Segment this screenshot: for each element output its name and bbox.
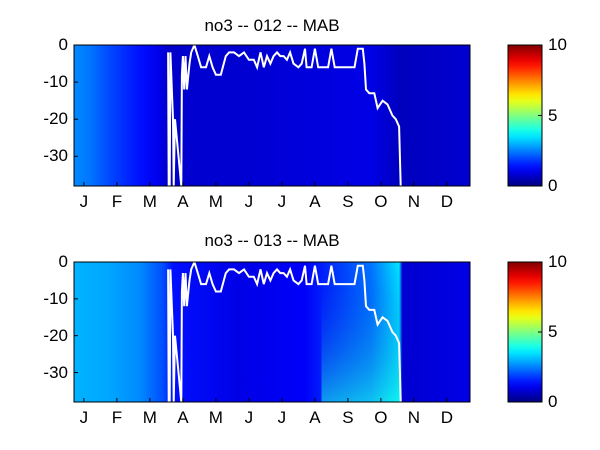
y-tick-label: -30 <box>43 362 68 382</box>
heatmap-field <box>74 45 470 186</box>
y-tick-label: 0 <box>58 252 68 271</box>
x-tick-label: A <box>177 408 189 427</box>
x-tick-label: J <box>244 192 254 211</box>
y-tick-label: 0 <box>58 35 68 54</box>
x-tick-label: M <box>208 192 223 211</box>
y-tick-label: -10 <box>43 72 68 92</box>
colorbar-tick-label: 0 <box>548 176 558 195</box>
x-tick-label: J <box>277 408 287 427</box>
x-tick-label: O <box>374 408 388 427</box>
colorbar <box>507 44 543 187</box>
mixed-layer-line <box>167 262 402 402</box>
panel-title: no3 -- 012 -- MAB <box>204 16 340 35</box>
colorbar <box>507 261 543 403</box>
x-tick-label: D <box>440 192 454 211</box>
x-tick-label: J <box>79 408 89 427</box>
axes-box <box>73 261 471 403</box>
x-tick-label: M <box>208 408 223 427</box>
colorbar-tick-label: 0 <box>548 392 558 411</box>
colorbar-tick-label: 5 <box>548 322 558 341</box>
x-tick-label: N <box>407 192 421 211</box>
deep-enrichment <box>321 262 401 402</box>
x-tick-label: A <box>177 192 189 211</box>
mixed-layer-line <box>167 45 402 186</box>
heatmap-field <box>74 262 470 402</box>
x-tick-label: J <box>244 408 254 427</box>
x-tick-label: J <box>79 192 89 211</box>
colorbar-tick-label: 5 <box>548 105 558 125</box>
panel-2 <box>73 261 543 403</box>
y-tick-label: -30 <box>43 146 68 166</box>
panel-title: no3 -- 013 -- MAB <box>204 231 340 250</box>
panel-1 <box>73 44 543 187</box>
x-tick-label: F <box>111 408 123 427</box>
x-tick-label: O <box>374 192 388 211</box>
x-tick-label: N <box>407 408 421 427</box>
y-tick-label: -20 <box>43 325 68 345</box>
x-tick-label: J <box>277 192 287 211</box>
x-tick-label: M <box>142 408 157 427</box>
colorbar-tick-label: 10 <box>548 252 567 271</box>
x-tick-label: D <box>440 408 454 427</box>
x-tick-label: S <box>342 192 354 211</box>
colorbar-tick-label: 10 <box>548 35 567 54</box>
x-tick-label: A <box>309 192 321 211</box>
x-tick-label: S <box>342 408 354 427</box>
y-tick-label: -20 <box>43 109 68 129</box>
x-tick-label: F <box>111 192 123 211</box>
y-tick-label: -10 <box>43 288 68 308</box>
x-tick-label: A <box>309 408 321 427</box>
axes-box <box>73 44 471 187</box>
x-tick-label: M <box>142 192 157 211</box>
